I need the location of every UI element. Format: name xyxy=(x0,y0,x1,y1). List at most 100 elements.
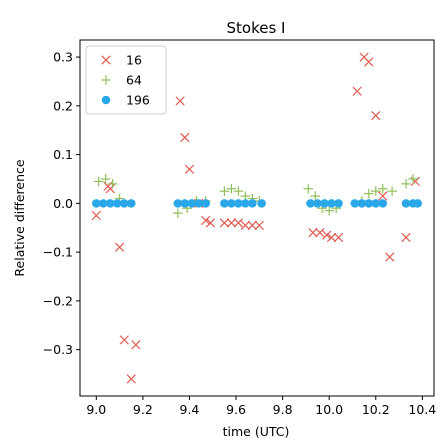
point-series-64 xyxy=(100,174,111,184)
point-series-196 xyxy=(371,199,381,208)
point-series-64 xyxy=(233,186,244,196)
x-tick-label: 10.2 xyxy=(362,402,390,417)
point-series-64 xyxy=(173,208,183,218)
point-series-16 xyxy=(378,191,388,201)
point-series-196 xyxy=(378,199,388,208)
x-tick-label: 9.0 xyxy=(86,402,106,417)
legend: 16 64 196 xyxy=(85,45,167,115)
y-tick-label: 0.2 xyxy=(53,98,73,113)
x-tick-label: 9.4 xyxy=(180,402,200,417)
point-series-196 xyxy=(227,199,236,208)
point-series-64 xyxy=(310,191,321,201)
x-tick-label: 9.6 xyxy=(226,402,246,417)
point-series-16 xyxy=(131,340,141,350)
point-series-16 xyxy=(308,228,318,238)
y-tick-label: 0.3 xyxy=(53,50,73,65)
legend-label: 64 xyxy=(126,73,142,88)
chart-title: Stokes I xyxy=(227,19,286,37)
legend-entry: 16 xyxy=(101,53,142,68)
y-axis-label: Relative difference xyxy=(12,159,27,276)
point-series-16 xyxy=(114,242,125,252)
point-series-196 xyxy=(201,199,211,208)
point-series-64 xyxy=(370,186,381,196)
point-series-16 xyxy=(184,164,195,174)
point-series-196 xyxy=(119,199,129,208)
x-tick-label: 9.8 xyxy=(273,402,293,417)
legend-label: 196 xyxy=(126,93,150,108)
point-series-196 xyxy=(126,199,136,208)
point-series-64 xyxy=(324,205,334,216)
point-series-196 xyxy=(105,199,115,208)
point-series-16 xyxy=(126,374,136,384)
x-axis: 9.0 9.2 9.4 9.6 9.8 10.0 10.2 10.4 xyxy=(86,396,436,417)
point-series-196 xyxy=(306,199,315,208)
point-series-16 xyxy=(91,210,101,221)
point-series-64 xyxy=(408,174,418,184)
point-series-196 xyxy=(98,199,108,208)
point-series-16 xyxy=(233,218,243,228)
point-series-196 xyxy=(112,199,122,208)
point-series-196 xyxy=(320,199,329,208)
point-series-196 xyxy=(194,199,204,208)
point-series-196 xyxy=(248,199,257,208)
point-series-16 xyxy=(240,220,250,230)
legend-marker xyxy=(101,55,111,65)
point-series-16 xyxy=(322,230,332,240)
y-tick-label: 0.0 xyxy=(53,196,73,211)
point-series-196 xyxy=(334,199,343,208)
point-series-16 xyxy=(385,252,395,262)
series-64 xyxy=(93,174,418,218)
point-series-196 xyxy=(350,199,360,208)
y-tick-label: −0.2 xyxy=(43,293,73,308)
point-series-16 xyxy=(119,335,129,345)
point-series-64 xyxy=(303,183,314,194)
point-series-16 xyxy=(201,215,211,226)
point-series-16 xyxy=(401,232,411,243)
point-series-16 xyxy=(205,218,216,228)
y-tick-label: −0.3 xyxy=(43,342,73,357)
point-series-16 xyxy=(333,232,344,243)
point-series-196 xyxy=(180,199,190,208)
point-series-16 xyxy=(352,86,362,96)
point-series-16 xyxy=(371,110,381,121)
plot-area xyxy=(91,52,422,384)
point-series-16 xyxy=(254,220,264,230)
point-series-16 xyxy=(364,57,374,67)
point-series-196 xyxy=(220,199,229,208)
legend-entry: 64 xyxy=(101,73,142,88)
point-series-64 xyxy=(219,186,230,196)
plot-frame xyxy=(79,39,435,397)
point-series-16 xyxy=(326,232,337,243)
point-series-16 xyxy=(180,132,190,143)
legend-marker xyxy=(101,75,111,85)
series-16 xyxy=(91,52,420,384)
point-series-64 xyxy=(377,183,388,194)
y-tick-label: 0.1 xyxy=(53,147,73,162)
point-series-196 xyxy=(357,199,367,208)
point-series-196 xyxy=(92,199,101,208)
point-series-64 xyxy=(387,186,397,196)
point-series-196 xyxy=(173,199,183,208)
point-series-196 xyxy=(313,199,322,208)
point-series-16 xyxy=(105,184,115,194)
point-series-196 xyxy=(241,199,250,208)
point-series-64 xyxy=(401,179,411,189)
point-series-16 xyxy=(175,96,185,106)
point-series-64 xyxy=(226,183,237,194)
legend-marker xyxy=(101,95,111,105)
x-tick-label: 10.4 xyxy=(408,402,436,417)
x-tick-label: 9.2 xyxy=(133,402,153,417)
point-series-64 xyxy=(363,188,374,199)
point-series-196 xyxy=(257,199,266,208)
x-tick-label: 10.0 xyxy=(315,402,343,417)
series-196 xyxy=(92,199,422,208)
point-series-64 xyxy=(107,179,118,189)
y-axis: −0.3 −0.2 −0.1 0.0 0.1 0.2 0.3 xyxy=(43,50,80,357)
point-series-64 xyxy=(93,176,104,187)
point-series-16 xyxy=(219,218,230,228)
x-axis-label: time (UTC) xyxy=(223,424,290,439)
y-tick-label: −0.1 xyxy=(43,245,73,260)
point-series-196 xyxy=(401,199,411,208)
point-series-196 xyxy=(413,199,422,208)
